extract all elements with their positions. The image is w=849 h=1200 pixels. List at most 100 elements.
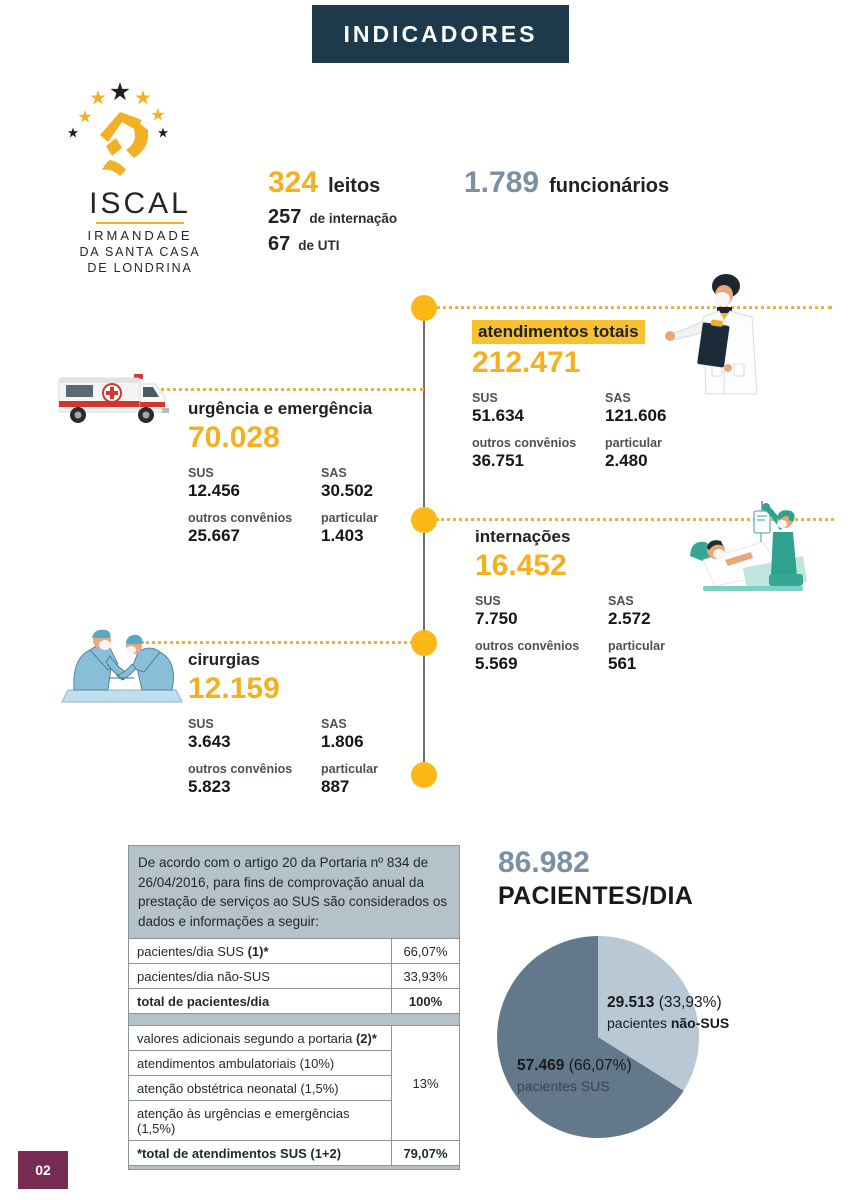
pair-label: SUS (188, 717, 214, 731)
stat-pair: SUS 7.750 (475, 594, 608, 629)
row-value: 66,07% (391, 938, 460, 965)
sus-value: 57.469 (517, 1057, 565, 1074)
logo-line-3: DE LONDRINA (87, 261, 193, 275)
table-row: valores adicionais segundo a portaria (2… (128, 1025, 460, 1142)
pie-label-nao-sus: 29.513 (33,93%) pacientes não-SUS (607, 994, 729, 1031)
stat-beds: 324 leitos (268, 166, 380, 200)
ambulance-icon (58, 372, 176, 433)
pair-value: 51.634 (472, 406, 524, 425)
staff-label: funcionários (549, 175, 670, 197)
page-number-badge: 02 (18, 1151, 68, 1189)
pair-value: 887 (321, 777, 350, 796)
pair-value: 121.606 (605, 406, 667, 425)
icu-value: 67 (268, 233, 291, 255)
pie-slice-sus (497, 936, 684, 1138)
logo-underline (96, 222, 184, 224)
sus-label: pacientes SUS (517, 1078, 610, 1094)
pair-label: particular (605, 436, 662, 450)
sus-compliance-table: De acordo com o artigo 20 da Portaria nº… (128, 844, 460, 1171)
row-label: atenção às urgências e emergências (1,5%… (128, 1100, 392, 1142)
pair-value: 12.456 (188, 481, 240, 500)
header-banner: INDICADORES (312, 5, 569, 63)
pair-label: outros convênios (472, 436, 577, 450)
nao-sus-pct: (33,93%) (654, 994, 722, 1011)
stat-pair: outros convênios 5.823 (188, 762, 321, 797)
pair-label: SAS (608, 594, 634, 608)
cirurgias-title: cirurgias (188, 650, 260, 669)
pair-value: 7.750 (475, 609, 518, 628)
stat-pair: SAS 1.806 (321, 717, 446, 752)
timeline-dot-4 (411, 762, 437, 788)
stat-pair: outros convênios 5.569 (475, 639, 608, 674)
stat-pair: particular 1.403 (321, 511, 446, 546)
internment-label: de internação (309, 211, 398, 226)
pair-value: 36.751 (472, 451, 524, 470)
pair-label: SAS (605, 391, 631, 405)
table-spacer (128, 1013, 460, 1027)
dotted-connector-internacoes (436, 518, 834, 521)
table-row: pacientes/dia não-SUS 33,93% (128, 963, 460, 990)
section-cirurgias: cirurgias 12.159 SUS 3.643 SAS 1.806 out… (188, 650, 446, 797)
timeline-dot-1 (411, 295, 437, 321)
stat-pair: SUS 51.634 (472, 391, 605, 426)
logo-name: ISCAL (89, 187, 191, 220)
stat-pair: particular 2.480 (605, 436, 730, 471)
table-row: *total de atendimentos SUS (1+2) 79,07% (128, 1140, 460, 1167)
row-value: 79,07% (391, 1140, 460, 1167)
pie-slice-nao-sus (598, 936, 700, 1091)
row-label: *total de atendimentos SUS (1+2) (128, 1140, 392, 1167)
row-label-bold: (2)* (355, 1030, 377, 1046)
nao-sus-label-bold: não-SUS (670, 1015, 730, 1031)
atendimentos-total: 212.471 (472, 346, 581, 379)
pair-value: 3.643 (188, 732, 231, 751)
stat-pair: SAS 121.606 (605, 391, 730, 426)
sus-pct: (66,07%) (564, 1057, 632, 1074)
patients-day-label: PACIENTES/DIA (498, 882, 694, 910)
stat-pair: SAS 2.572 (608, 594, 733, 629)
urgencia-title: urgência e emergência (188, 399, 373, 418)
stat-pair: SUS 3.643 (188, 717, 321, 752)
pair-value: 2.480 (605, 451, 648, 470)
stat-icu-beds: 67 de UTI (268, 233, 340, 256)
pair-value: 561 (608, 654, 637, 673)
pair-label: SUS (475, 594, 501, 608)
pair-label: SUS (472, 391, 498, 405)
iscal-logo: ISCAL IRMANDADE DA SANTA CASA DE LONDRIN… (55, 80, 225, 275)
row-label: total de pacientes/dia (128, 988, 392, 1015)
stat-pair: particular 887 (321, 762, 446, 797)
dotted-connector-atendimentos (436, 306, 832, 309)
patient-bed-illustration (685, 498, 815, 603)
row-label: atenção obstétrica neonatal (1,5%) (128, 1075, 392, 1102)
pair-label: particular (321, 762, 378, 776)
pair-value: 5.823 (188, 777, 231, 796)
stat-internment-beds: 257 de internação (268, 206, 397, 229)
logo-line-1: IRMANDADE (87, 228, 193, 243)
nao-sus-value: 29.513 (607, 994, 655, 1011)
cirurgias-total: 12.159 (188, 672, 280, 705)
pair-label: SAS (321, 717, 347, 731)
stat-pair: particular 561 (608, 639, 733, 674)
pair-value: 30.502 (321, 481, 373, 500)
icu-label: de UTI (298, 238, 340, 253)
timeline-dot-2 (411, 507, 437, 533)
surgery-illustration (60, 620, 185, 710)
section-atendimentos-totais: atendimentos totais 212.471 SUS 51.634 S… (472, 320, 730, 471)
dotted-connector-urgencia (148, 388, 424, 391)
stat-pair: outros convênios 36.751 (472, 436, 605, 471)
table-row: atenção às urgências e emergências (1,5%… (128, 1100, 460, 1142)
stat-pair: SAS 30.502 (321, 466, 446, 501)
row-value: 100% (391, 988, 460, 1015)
patients-pie-chart (497, 936, 700, 1138)
page-title: INDICADORES (343, 20, 538, 47)
row-value: 33,93% (391, 963, 460, 990)
beds-label: leitos (328, 175, 381, 197)
table-spacer (128, 1165, 460, 1171)
pair-value: 25.667 (188, 526, 240, 545)
row-label-bold: (1)* (247, 943, 269, 959)
pair-value: 5.569 (475, 654, 518, 673)
internacoes-title: internações (475, 527, 571, 546)
row-label: pacientes/dia SUS (137, 943, 248, 959)
timeline-line (423, 308, 425, 775)
pair-value: 1.806 (321, 732, 364, 751)
pair-label: SUS (188, 466, 214, 480)
